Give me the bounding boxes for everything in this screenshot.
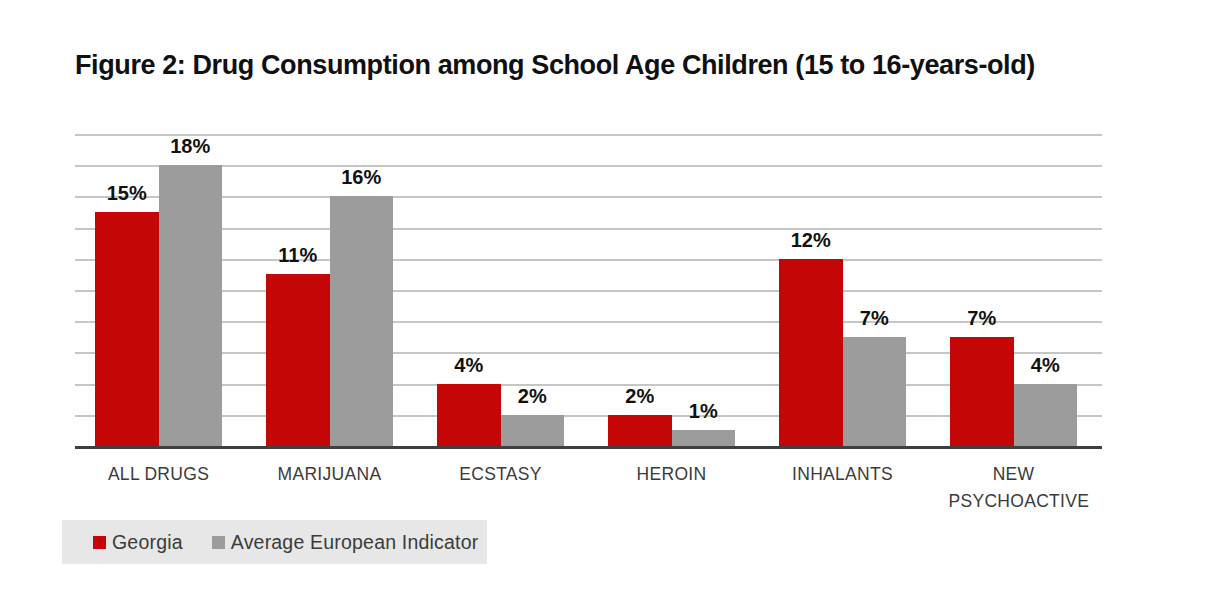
gridline [75,415,1102,417]
gridline [75,196,1102,198]
legend-label-georgia: Georgia [112,531,183,554]
value-label-average-european-indicator-new-psychoactive: 4% [1000,355,1090,375]
gridline [75,384,1102,386]
legend-swatch-average-european-indicator [212,536,225,549]
value-label-average-european-indicator-marijuana: 16% [316,167,406,187]
value-label-average-european-indicator-heroin: 1% [658,401,748,421]
value-label-georgia-new-psychoactive: 7% [937,308,1027,328]
gridline [75,165,1102,167]
bar-georgia-marijuana [266,274,330,446]
x-axis-label-marijuana: MARIJUANA [265,461,395,488]
legend-item-average-european-indicator: Average European Indicator [212,531,479,554]
value-label-georgia-ecstasy: 4% [424,355,514,375]
value-label-average-european-indicator-all-drugs: 18% [145,136,235,156]
bar-average-european-indicator-ecstasy [501,415,565,446]
figure-container: Figure 2: Drug Consumption among School … [0,0,1221,602]
bar-average-european-indicator-marijuana [330,196,394,446]
legend-swatch-georgia [93,536,106,549]
x-axis-line [75,446,1102,449]
figure-title: Figure 2: Drug Consumption among School … [75,50,1035,81]
value-label-georgia-inhalants: 12% [766,230,856,250]
x-axis-label-heroin: HEROIN [607,461,737,488]
legend-label-average-european-indicator: Average European Indicator [231,531,479,554]
gridline [75,228,1102,230]
bar-chart-plot-area: 15%18%11%16%4%2%2%1%12%7%7%4% [75,134,1102,446]
bar-average-european-indicator-all-drugs [159,165,223,446]
gridline [75,259,1102,261]
x-axis-label-inhalants: INHALANTS [778,461,908,488]
bar-average-european-indicator-new-psychoactive [1014,384,1078,446]
gridline [75,352,1102,354]
gridline [75,290,1102,292]
x-axis-label-all-drugs: ALL DRUGS [94,461,224,488]
bar-georgia-all-drugs [95,212,159,446]
legend: Georgia Average European Indicator [62,520,487,564]
bar-average-european-indicator-heroin [672,430,736,446]
value-label-average-european-indicator-inhalants: 7% [829,308,919,328]
bar-average-european-indicator-inhalants [843,337,907,446]
x-axis-label-ecstasy: ECSTASY [436,461,566,488]
legend-item-georgia: Georgia [93,531,183,554]
x-axis-label-new-psychoactive: NEW PSYCHOACTIVE [949,461,1079,515]
value-label-average-european-indicator-ecstasy: 2% [487,386,577,406]
bar-georgia-inhalants [779,259,843,446]
bar-georgia-new-psychoactive [950,337,1014,446]
